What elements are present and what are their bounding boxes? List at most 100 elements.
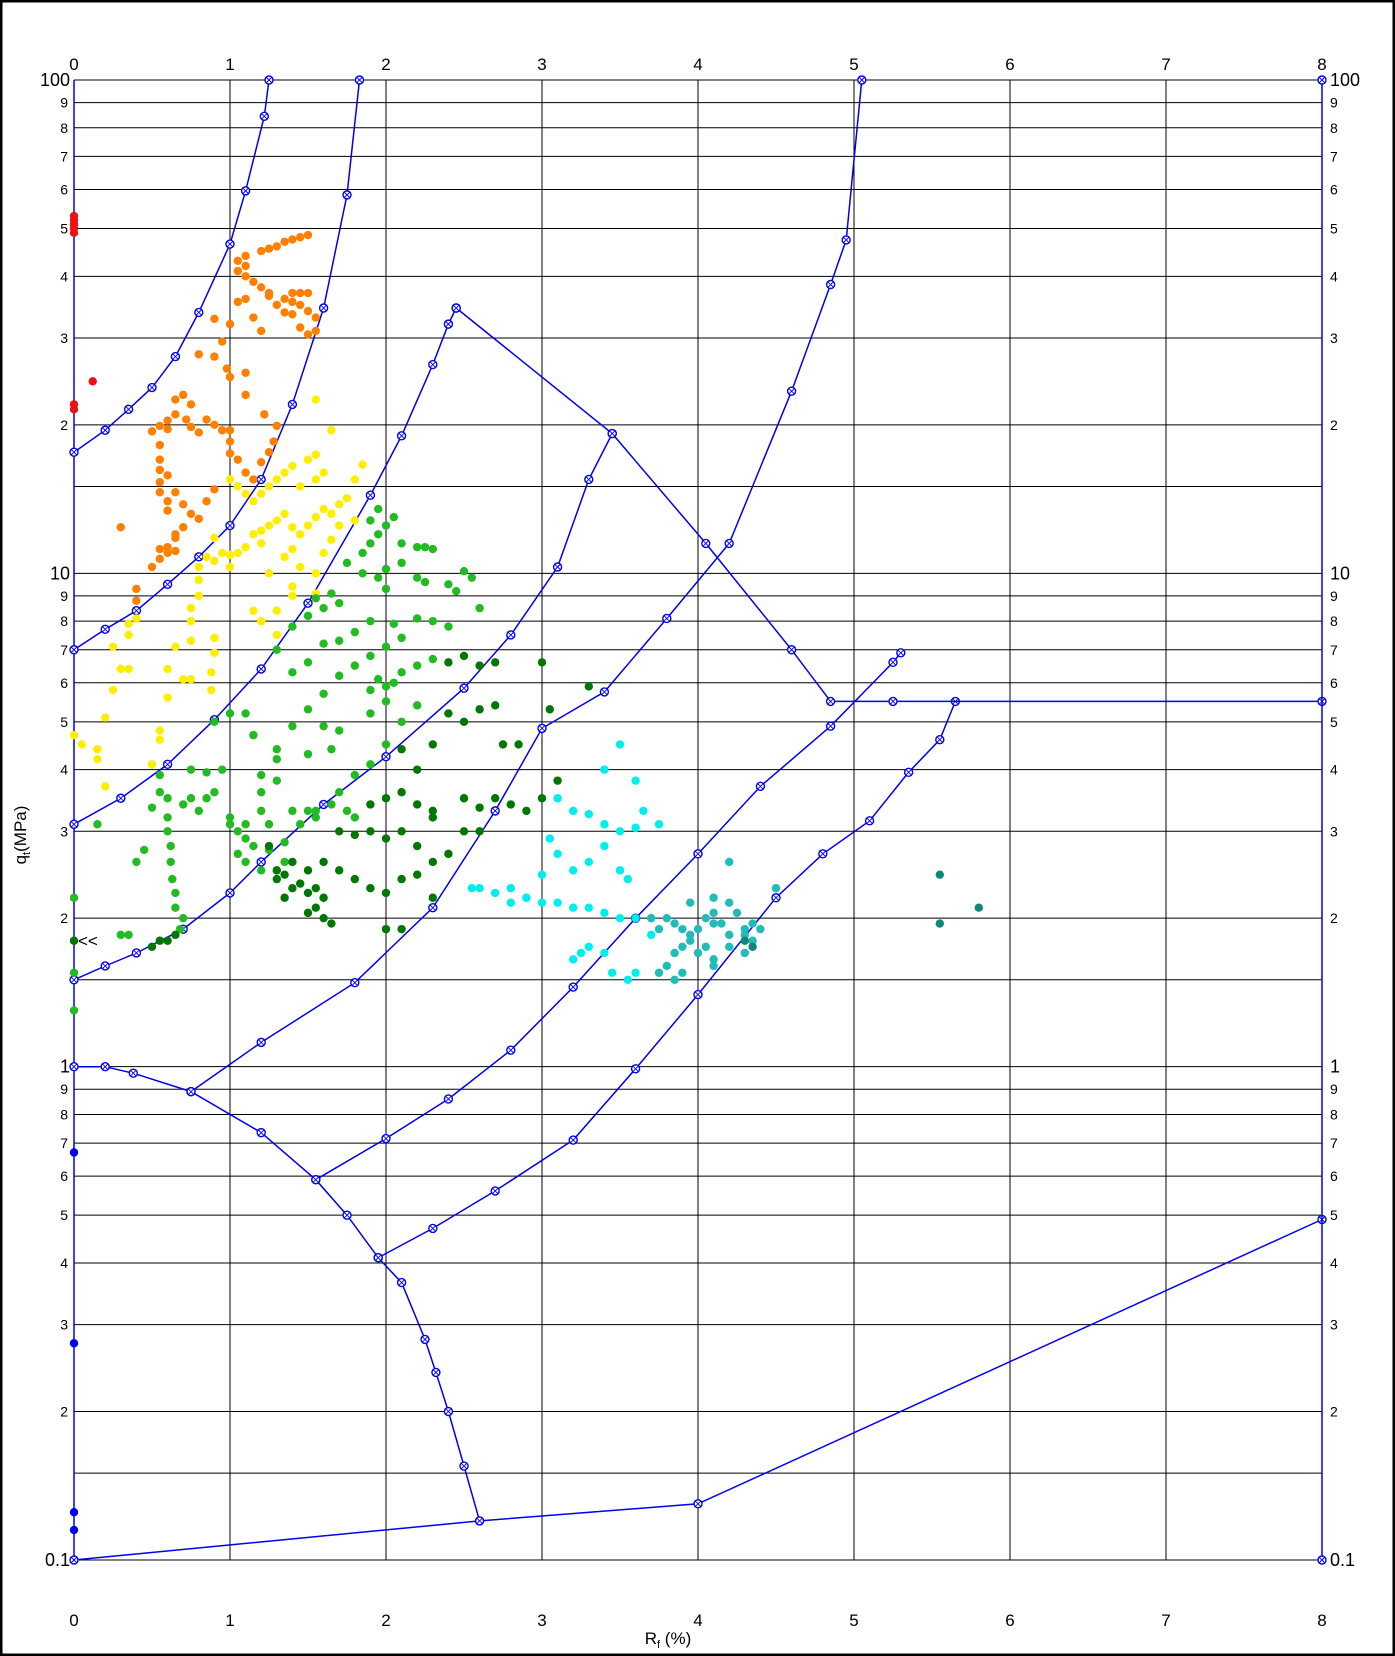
data-point — [631, 914, 639, 922]
data-point — [608, 969, 616, 977]
data-point — [207, 686, 215, 694]
data-point — [304, 330, 312, 338]
data-point — [187, 617, 195, 625]
data-point — [70, 405, 78, 413]
x-axis-title: Rf (%) — [645, 1629, 692, 1651]
data-point — [319, 468, 327, 476]
data-point — [694, 949, 702, 957]
data-point — [975, 904, 983, 912]
data-point — [569, 807, 577, 815]
data-point — [187, 400, 195, 408]
data-point — [109, 686, 117, 694]
data-point — [444, 850, 452, 858]
data-point — [382, 521, 390, 529]
data-point — [413, 543, 421, 551]
data-point — [280, 553, 288, 561]
data-point — [397, 718, 405, 726]
data-point — [210, 718, 218, 726]
data-point — [421, 543, 429, 551]
data-point — [569, 955, 577, 963]
data-point — [234, 482, 242, 490]
y-minor-tick-label-left: 6 — [60, 181, 68, 197]
data-point — [195, 350, 203, 358]
y-minor-tick-label-right: 3 — [1330, 330, 1338, 346]
y-minor-tick-label-right: 3 — [1330, 1317, 1338, 1333]
y-minor-tick-label-right: 5 — [1330, 221, 1338, 237]
data-point — [234, 267, 242, 275]
data-point — [702, 914, 710, 922]
data-point — [327, 510, 335, 518]
data-point — [234, 827, 242, 835]
data-point — [280, 858, 288, 866]
data-point — [382, 794, 390, 802]
data-point — [475, 884, 483, 892]
data-point — [663, 962, 671, 970]
data-point — [366, 617, 374, 625]
data-point — [156, 788, 164, 796]
data-point — [421, 578, 429, 586]
data-point — [304, 521, 312, 529]
data-point — [507, 800, 515, 808]
data-point — [132, 858, 140, 866]
data-point — [171, 904, 179, 912]
data-point — [187, 604, 195, 612]
data-point — [756, 925, 764, 933]
y-axis-title: qt(MPa) — [11, 806, 33, 865]
data-point — [655, 969, 663, 977]
data-point — [288, 582, 296, 590]
x-tick-label-bottom: 3 — [537, 1611, 546, 1630]
data-point — [725, 898, 733, 906]
data-point — [117, 665, 125, 673]
x-tick-label-bottom: 4 — [693, 1611, 702, 1630]
y-minor-tick-label-right: 9 — [1330, 95, 1338, 111]
data-point — [569, 866, 577, 874]
data-point — [171, 395, 179, 403]
data-point — [639, 807, 647, 815]
data-point — [241, 468, 249, 476]
data-point — [351, 661, 359, 669]
data-point — [538, 794, 546, 802]
data-point — [429, 545, 437, 553]
data-point — [163, 794, 171, 802]
data-point — [156, 555, 164, 563]
x-tick-label-bottom: 1 — [225, 1611, 234, 1630]
data-point — [312, 813, 320, 821]
data-point — [288, 592, 296, 600]
data-point — [171, 530, 179, 538]
data-point — [296, 323, 304, 331]
data-point — [624, 875, 632, 883]
data-point — [616, 827, 624, 835]
data-point — [585, 858, 593, 866]
marker-point — [70, 937, 78, 945]
data-point — [670, 976, 678, 984]
data-point — [717, 919, 725, 927]
y-minor-tick-label-right: 8 — [1330, 1106, 1338, 1122]
data-point — [304, 658, 312, 666]
axis-point — [70, 1148, 78, 1156]
data-point — [179, 675, 187, 683]
data-point — [444, 658, 452, 666]
data-point — [265, 521, 273, 529]
y-minor-tick-label-left: 8 — [60, 120, 68, 136]
data-point — [296, 301, 304, 309]
marker-label: << — [78, 932, 98, 951]
x-tick-label-top: 6 — [1005, 55, 1014, 74]
data-point — [709, 962, 717, 970]
data-point — [678, 969, 686, 977]
data-point — [288, 462, 296, 470]
data-point — [241, 709, 249, 717]
data-point — [397, 925, 405, 933]
data-point — [93, 745, 101, 753]
data-point — [709, 909, 717, 917]
data-point — [288, 858, 296, 866]
data-point — [351, 771, 359, 779]
data-point — [296, 820, 304, 828]
data-point — [273, 242, 281, 250]
data-point — [117, 523, 125, 531]
data-point — [210, 788, 218, 796]
y-minor-tick-label-left: 8 — [60, 613, 68, 629]
data-point — [195, 428, 203, 436]
data-point — [553, 898, 561, 906]
data-point — [390, 679, 398, 687]
